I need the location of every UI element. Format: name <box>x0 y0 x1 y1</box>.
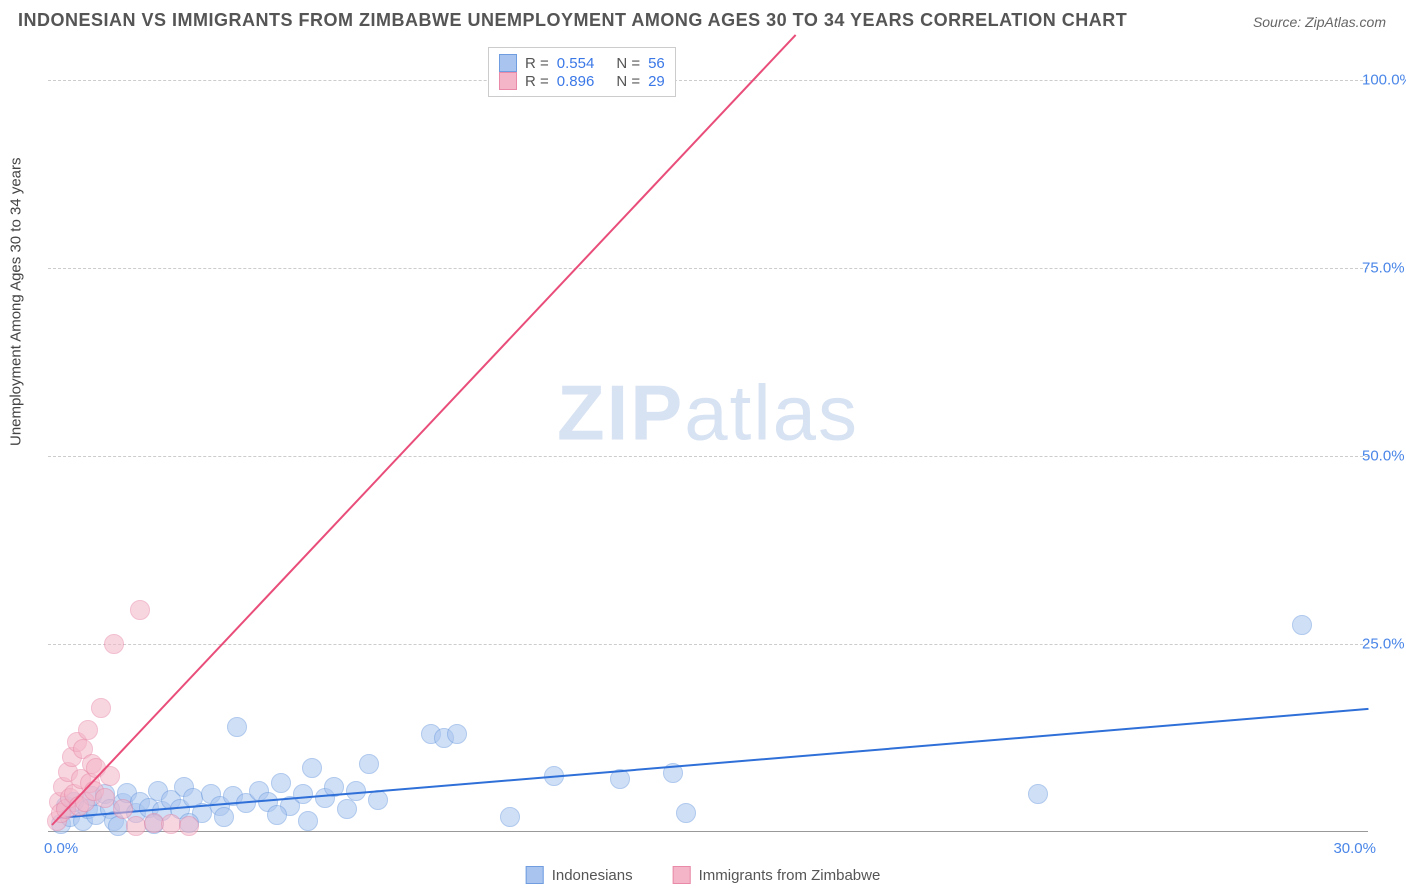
y-tick-label: 25.0% <box>1362 635 1406 652</box>
grid-line <box>48 456 1368 457</box>
data-point <box>368 790 388 810</box>
stats-label: N = <box>616 55 640 72</box>
grid-line <box>48 644 1368 645</box>
data-point <box>179 816 199 836</box>
trend-line <box>52 35 797 826</box>
stats-row: R = 0.554 N = 56 <box>499 54 665 72</box>
stats-swatch-icon <box>499 54 517 72</box>
data-point <box>130 600 150 620</box>
data-point <box>1028 784 1048 804</box>
data-point <box>500 807 520 827</box>
r-value: 0.896 <box>557 73 595 90</box>
x-tick-label: 30.0% <box>1333 840 1376 857</box>
legend-swatch-icon <box>673 866 691 884</box>
data-point <box>113 799 133 819</box>
legend-label: Indonesians <box>552 867 633 884</box>
y-tick-label: 100.0% <box>1362 71 1406 88</box>
chart-title: INDONESIAN VS IMMIGRANTS FROM ZIMBABWE U… <box>18 10 1127 31</box>
data-point <box>302 758 322 778</box>
data-point <box>676 803 696 823</box>
correlation-stats-box: R = 0.554 N = 56 R = 0.896 N = 29 <box>488 47 676 97</box>
data-point <box>91 698 111 718</box>
r-value: 0.554 <box>557 55 595 72</box>
data-point <box>447 724 467 744</box>
data-point <box>78 720 98 740</box>
data-point <box>104 634 124 654</box>
n-value: 29 <box>648 73 665 90</box>
data-point <box>1292 615 1312 635</box>
grid-line <box>48 268 1368 269</box>
legend-swatch-icon <box>526 866 544 884</box>
y-tick-label: 50.0% <box>1362 447 1406 464</box>
data-point <box>298 811 318 831</box>
legend-item-indonesians: Indonesians <box>526 866 633 884</box>
watermark: ZIPatlas <box>557 367 859 458</box>
source-attribution: Source: ZipAtlas.com <box>1253 14 1386 30</box>
data-point <box>126 816 146 836</box>
stats-label: R = <box>525 73 549 90</box>
legend-item-zimbabwe: Immigrants from Zimbabwe <box>673 866 881 884</box>
data-point <box>293 784 313 804</box>
legend-label: Immigrants from Zimbabwe <box>699 867 881 884</box>
data-point <box>227 717 247 737</box>
data-point <box>214 807 234 827</box>
y-axis-label: Unemployment Among Ages 30 to 34 years <box>8 157 25 446</box>
data-point <box>337 799 357 819</box>
data-point <box>95 788 115 808</box>
y-tick-label: 75.0% <box>1362 259 1406 276</box>
x-tick-label: 0.0% <box>44 840 78 857</box>
stats-row: R = 0.896 N = 29 <box>499 72 665 90</box>
scatter-plot-area: ZIPatlas 25.0%50.0%75.0%100.0%0.0%30.0%R… <box>48 42 1368 832</box>
stats-label: R = <box>525 55 549 72</box>
n-value: 56 <box>648 55 665 72</box>
data-point <box>267 805 287 825</box>
stats-label: N = <box>616 73 640 90</box>
legend: Indonesians Immigrants from Zimbabwe <box>526 866 881 884</box>
trend-line <box>57 708 1368 819</box>
stats-swatch-icon <box>499 72 517 90</box>
data-point <box>271 773 291 793</box>
grid-line <box>48 80 1368 81</box>
data-point <box>359 754 379 774</box>
